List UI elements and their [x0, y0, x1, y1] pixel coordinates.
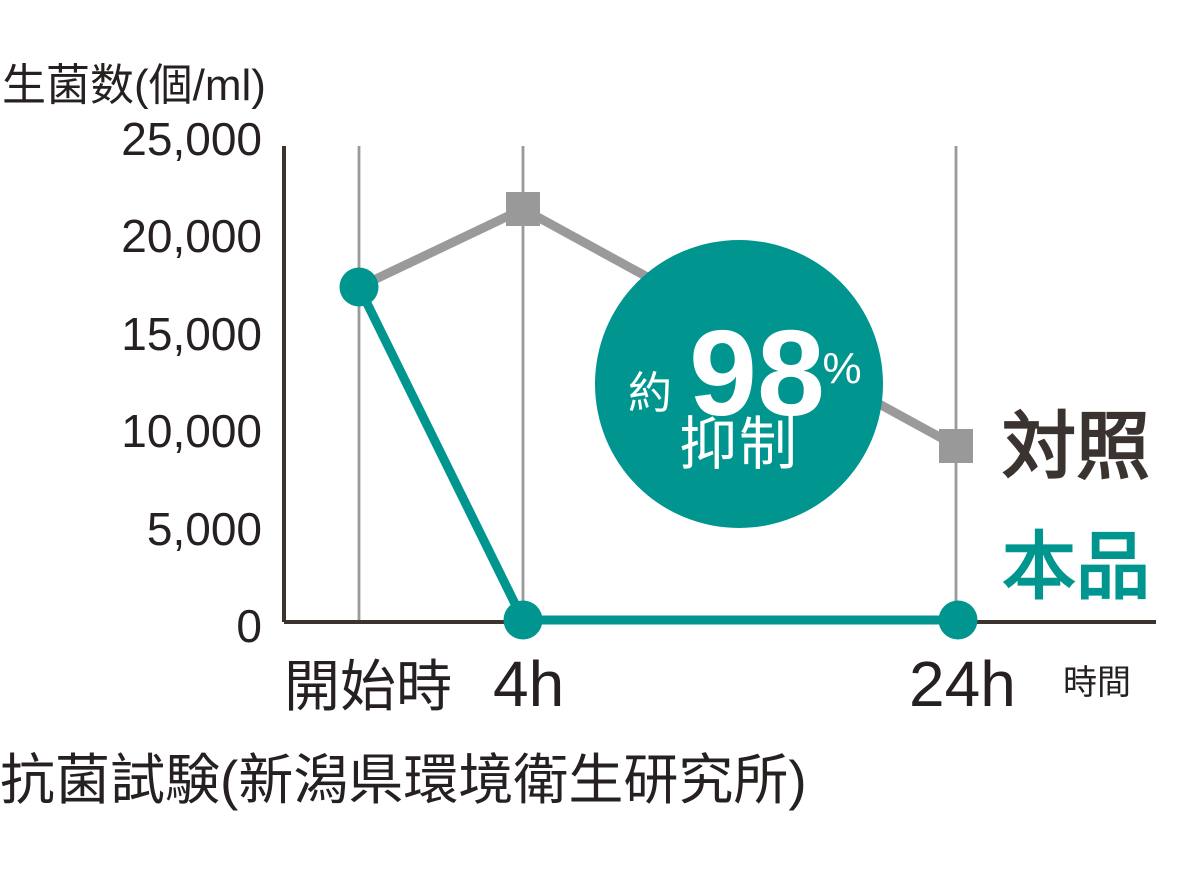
svg-text:開始時: 開始時	[284, 655, 452, 718]
svg-text:24h: 24h	[909, 648, 1016, 720]
svg-text:20,000: 20,000	[121, 210, 262, 262]
svg-text:15,000: 15,000	[121, 308, 262, 360]
svg-text:約: 約	[628, 369, 672, 418]
svg-text:5,000: 5,000	[147, 503, 262, 555]
svg-text:時間: 時間	[1063, 664, 1131, 702]
svg-text:25,000: 25,000	[121, 113, 262, 165]
svg-text:本品: 本品	[1002, 525, 1150, 608]
svg-text:抑制: 抑制	[679, 412, 799, 477]
svg-text:%: %	[822, 344, 861, 393]
svg-text:0: 0	[236, 600, 262, 652]
svg-text:抗菌試験(新潟県環境衛生研究所): 抗菌試験(新潟県環境衛生研究所)	[0, 749, 807, 811]
svg-text:対照: 対照	[1002, 405, 1150, 488]
svg-text:10,000: 10,000	[121, 405, 262, 457]
svg-text:生菌数(個/ml): 生菌数(個/ml)	[2, 61, 266, 110]
svg-text:4h: 4h	[493, 648, 564, 720]
